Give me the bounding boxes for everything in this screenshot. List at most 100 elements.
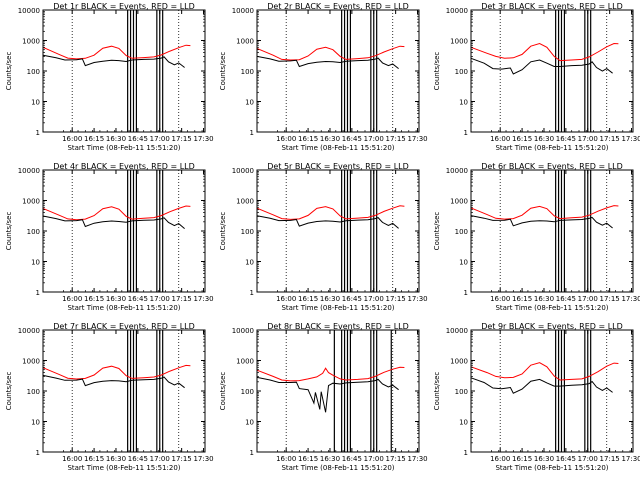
y-tick-label: 1000	[450, 358, 468, 366]
y-tick-label: 1	[464, 289, 468, 297]
y-tick-label: 1000	[22, 358, 40, 366]
y-axis-label: Counts/sec	[219, 212, 227, 251]
y-axis-label: Counts/sec	[219, 372, 227, 411]
y-axis-label: Counts/sec	[433, 212, 441, 251]
x-tick-label: 17:30	[407, 455, 427, 463]
y-tick-label: 10000	[18, 7, 40, 15]
y-axis-label: Counts/sec	[433, 372, 441, 411]
panel-title: Det 4r BLACK = Events, RED = LLD	[53, 162, 195, 171]
x-tick-label: 17:30	[407, 295, 427, 303]
y-tick-label: 10	[459, 99, 468, 107]
x-tick-label: 16:00	[276, 135, 296, 143]
events-rate-line	[42, 374, 185, 389]
x-tick-label: 16:15	[512, 455, 532, 463]
y-tick-label: 10000	[232, 327, 254, 335]
x-tick-label: 17:15	[386, 295, 406, 303]
y-tick-label: 100	[241, 388, 254, 396]
x-tick-label: 16:00	[490, 135, 510, 143]
panel-6: Det 6r BLACK = Events, RED = LLD 1 10 100 10…	[433, 162, 640, 312]
x-tick-label: 17:00	[364, 455, 384, 463]
y-tick-label: 100	[27, 228, 40, 236]
y-tick-label: 10000	[232, 7, 254, 15]
panel-1: Det 1r BLACK = Events, RED = LLD 1 10 100 10…	[5, 2, 214, 152]
x-axis-label: Start Time (08-Feb-11 15:51:20)	[281, 464, 394, 472]
plot-frame	[470, 169, 634, 293]
x-tick-label: 16:15	[84, 295, 104, 303]
x-tick-label: 16:45	[128, 135, 148, 143]
x-tick-label: 16:15	[84, 455, 104, 463]
x-tick-label: 16:45	[342, 135, 362, 143]
x-tick-label: 16:15	[512, 135, 532, 143]
x-tick-label: 17:15	[600, 135, 620, 143]
x-tick-label: 16:45	[342, 455, 362, 463]
x-tick-label: 17:00	[364, 135, 384, 143]
panel-8: Det 8r BLACK = Events, RED = LLD 1 10 100 10…	[219, 322, 428, 472]
y-tick-label: 1000	[236, 38, 254, 46]
x-tick-label: 16:30	[106, 135, 126, 143]
lld-rate-line	[256, 205, 405, 220]
x-tick-label: 16:00	[490, 295, 510, 303]
y-axis-label: Counts/sec	[5, 52, 13, 91]
events-rate-line	[256, 215, 399, 229]
events-rate-line	[470, 377, 613, 394]
x-tick-label: 16:15	[298, 135, 318, 143]
x-tick-label: 17:00	[364, 295, 384, 303]
y-tick-label: 100	[27, 68, 40, 76]
panel-title: Det 5r BLACK = Events, RED = LLD	[267, 162, 409, 171]
y-tick-label: 1	[36, 129, 40, 137]
panel-title: Det 1r BLACK = Events, RED = LLD	[53, 2, 195, 11]
y-tick-label: 10	[459, 259, 468, 267]
lld-rate-line	[256, 366, 405, 382]
y-tick-label: 1	[464, 129, 468, 137]
x-tick-label: 17:30	[407, 135, 427, 143]
y-tick-label: 10000	[446, 167, 468, 175]
x-tick-label: 17:30	[621, 295, 640, 303]
x-tick-label: 16:15	[84, 135, 104, 143]
x-tick-label: 16:15	[512, 295, 532, 303]
events-rate-line	[470, 57, 613, 75]
y-tick-label: 10	[245, 419, 254, 427]
x-tick-label: 17:00	[150, 295, 170, 303]
panel-9: Det 9r BLACK = Events, RED = LLD 1 10 100 10…	[433, 322, 640, 472]
x-tick-label: 17:15	[386, 135, 406, 143]
x-axis-label: Start Time (08-Feb-11 15:51:20)	[495, 464, 608, 472]
x-axis-label: Start Time (08-Feb-11 15:51:20)	[281, 144, 394, 152]
y-tick-label: 100	[241, 228, 254, 236]
x-tick-label: 17:30	[193, 135, 213, 143]
y-axis-label: Counts/sec	[5, 372, 13, 411]
y-tick-label: 10	[459, 419, 468, 427]
x-tick-label: 17:30	[621, 455, 640, 463]
lld-rate-line	[470, 205, 619, 220]
x-axis-label: Start Time (08-Feb-11 15:51:20)	[67, 304, 180, 312]
x-tick-label: 16:30	[534, 295, 554, 303]
x-tick-label: 16:45	[128, 455, 148, 463]
y-tick-label: 10000	[18, 327, 40, 335]
x-tick-label: 16:30	[320, 455, 340, 463]
x-tick-label: 17:15	[172, 295, 192, 303]
x-tick-label: 16:30	[106, 295, 126, 303]
y-axis-label: Counts/sec	[5, 212, 13, 251]
panel-title: Det 7r BLACK = Events, RED = LLD	[53, 322, 195, 331]
y-tick-label: 1000	[236, 198, 254, 206]
y-tick-label: 1	[250, 289, 254, 297]
x-tick-label: 17:30	[621, 135, 640, 143]
y-tick-label: 10000	[446, 7, 468, 15]
x-tick-label: 17:15	[600, 455, 620, 463]
lld-rate-line	[42, 364, 191, 380]
lld-rate-line	[42, 205, 191, 221]
x-tick-label: 17:00	[150, 455, 170, 463]
y-tick-label: 100	[27, 388, 40, 396]
x-tick-label: 16:45	[556, 455, 576, 463]
x-tick-label: 17:00	[578, 455, 598, 463]
x-tick-label: 17:30	[193, 455, 213, 463]
panel-title: Det 6r BLACK = Events, RED = LLD	[481, 162, 623, 171]
x-tick-label: 16:00	[62, 135, 82, 143]
x-tick-label: 16:45	[128, 295, 148, 303]
x-tick-label: 17:30	[193, 295, 213, 303]
x-tick-label: 16:45	[556, 135, 576, 143]
x-axis-label: Start Time (08-Feb-11 15:51:20)	[67, 464, 180, 472]
x-axis-label: Start Time (08-Feb-11 15:51:20)	[495, 304, 608, 312]
panel-title: Det 3r BLACK = Events, RED = LLD	[481, 2, 623, 11]
y-tick-label: 1	[250, 449, 254, 457]
